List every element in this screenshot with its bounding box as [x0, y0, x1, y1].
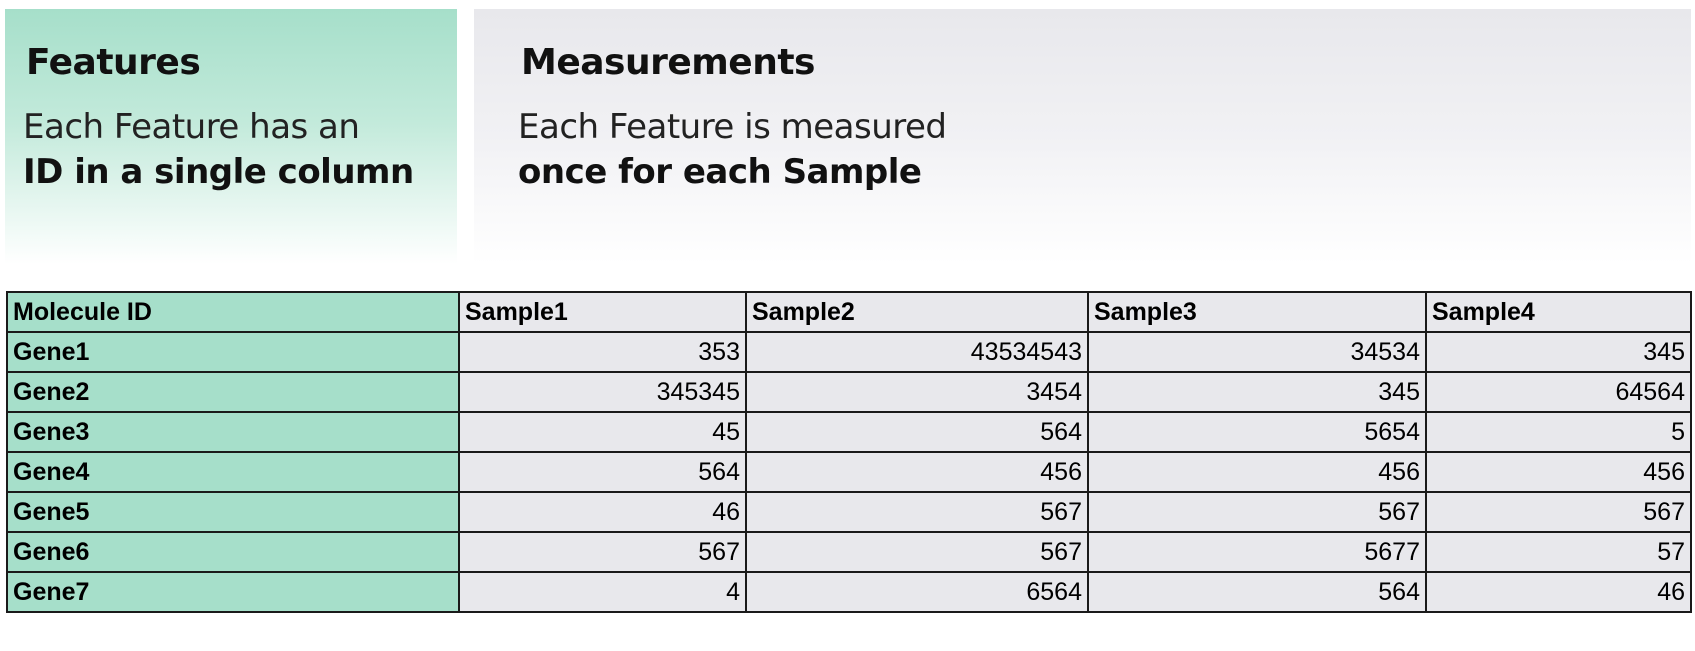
table-header-row: Molecule ID Sample1 Sample2 Sample3 Samp…	[6, 291, 1692, 333]
table-row: Gene1 353 43534543 34534 345	[6, 331, 1692, 373]
measurements-desc-line2: once for each Sample	[518, 152, 922, 192]
value-cell: 5	[1425, 411, 1692, 453]
value-cell: 567	[745, 491, 1089, 533]
value-cell: 4	[458, 571, 747, 613]
value-cell: 564	[458, 451, 747, 493]
value-cell: 5654	[1087, 411, 1427, 453]
value-cell: 45	[458, 411, 747, 453]
header-sample3: Sample3	[1087, 291, 1427, 333]
value-cell: 57	[1425, 531, 1692, 573]
data-table: Molecule ID Sample1 Sample2 Sample3 Samp…	[6, 291, 1692, 613]
table-row: Gene5 46 567 567 567	[6, 491, 1692, 533]
value-cell: 564	[745, 411, 1089, 453]
value-cell: 456	[1087, 451, 1427, 493]
value-cell: 353	[458, 331, 747, 373]
header-sample2: Sample2	[745, 291, 1089, 333]
table-row: Gene6 567 567 5677 57	[6, 531, 1692, 573]
features-panel: Features Each Feature has an ID in a sin…	[5, 9, 457, 264]
value-cell: 345345	[458, 371, 747, 413]
table-row: Gene7 4 6564 564 46	[6, 571, 1692, 613]
features-description: Each Feature has an ID in a single colum…	[23, 105, 414, 195]
row-id-cell: Gene3	[6, 411, 460, 453]
row-id-cell: Gene5	[6, 491, 460, 533]
value-cell: 46	[1425, 571, 1692, 613]
measurements-desc-line1: Each Feature is measured	[518, 107, 947, 147]
row-id-cell: Gene4	[6, 451, 460, 493]
row-id-cell: Gene2	[6, 371, 460, 413]
header-sample4: Sample4	[1425, 291, 1692, 333]
table-row: Gene2 345345 3454 345 64564	[6, 371, 1692, 413]
value-cell: 43534543	[745, 331, 1089, 373]
header-sample1: Sample1	[458, 291, 747, 333]
value-cell: 34534	[1087, 331, 1427, 373]
value-cell: 64564	[1425, 371, 1692, 413]
header-molecule-id: Molecule ID	[6, 291, 460, 333]
value-cell: 456	[745, 451, 1089, 493]
table-row: Gene3 45 564 5654 5	[6, 411, 1692, 453]
features-desc-line2: ID in a single column	[23, 152, 414, 192]
value-cell: 46	[458, 491, 747, 533]
value-cell: 567	[1425, 491, 1692, 533]
measurements-title: Measurements	[521, 42, 815, 83]
value-cell: 345	[1425, 331, 1692, 373]
features-title: Features	[26, 42, 201, 83]
value-cell: 456	[1425, 451, 1692, 493]
value-cell: 567	[1087, 491, 1427, 533]
measurements-description: Each Feature is measured once for each S…	[518, 105, 947, 195]
row-id-cell: Gene1	[6, 331, 460, 373]
value-cell: 6564	[745, 571, 1089, 613]
row-id-cell: Gene6	[6, 531, 460, 573]
value-cell: 567	[458, 531, 747, 573]
measurements-panel: Measurements Each Feature is measured on…	[474, 9, 1691, 264]
features-desc-line1: Each Feature has an	[23, 107, 360, 147]
table-row: Gene4 564 456 456 456	[6, 451, 1692, 493]
row-id-cell: Gene7	[6, 571, 460, 613]
value-cell: 5677	[1087, 531, 1427, 573]
value-cell: 345	[1087, 371, 1427, 413]
value-cell: 3454	[745, 371, 1089, 413]
value-cell: 564	[1087, 571, 1427, 613]
value-cell: 567	[745, 531, 1089, 573]
